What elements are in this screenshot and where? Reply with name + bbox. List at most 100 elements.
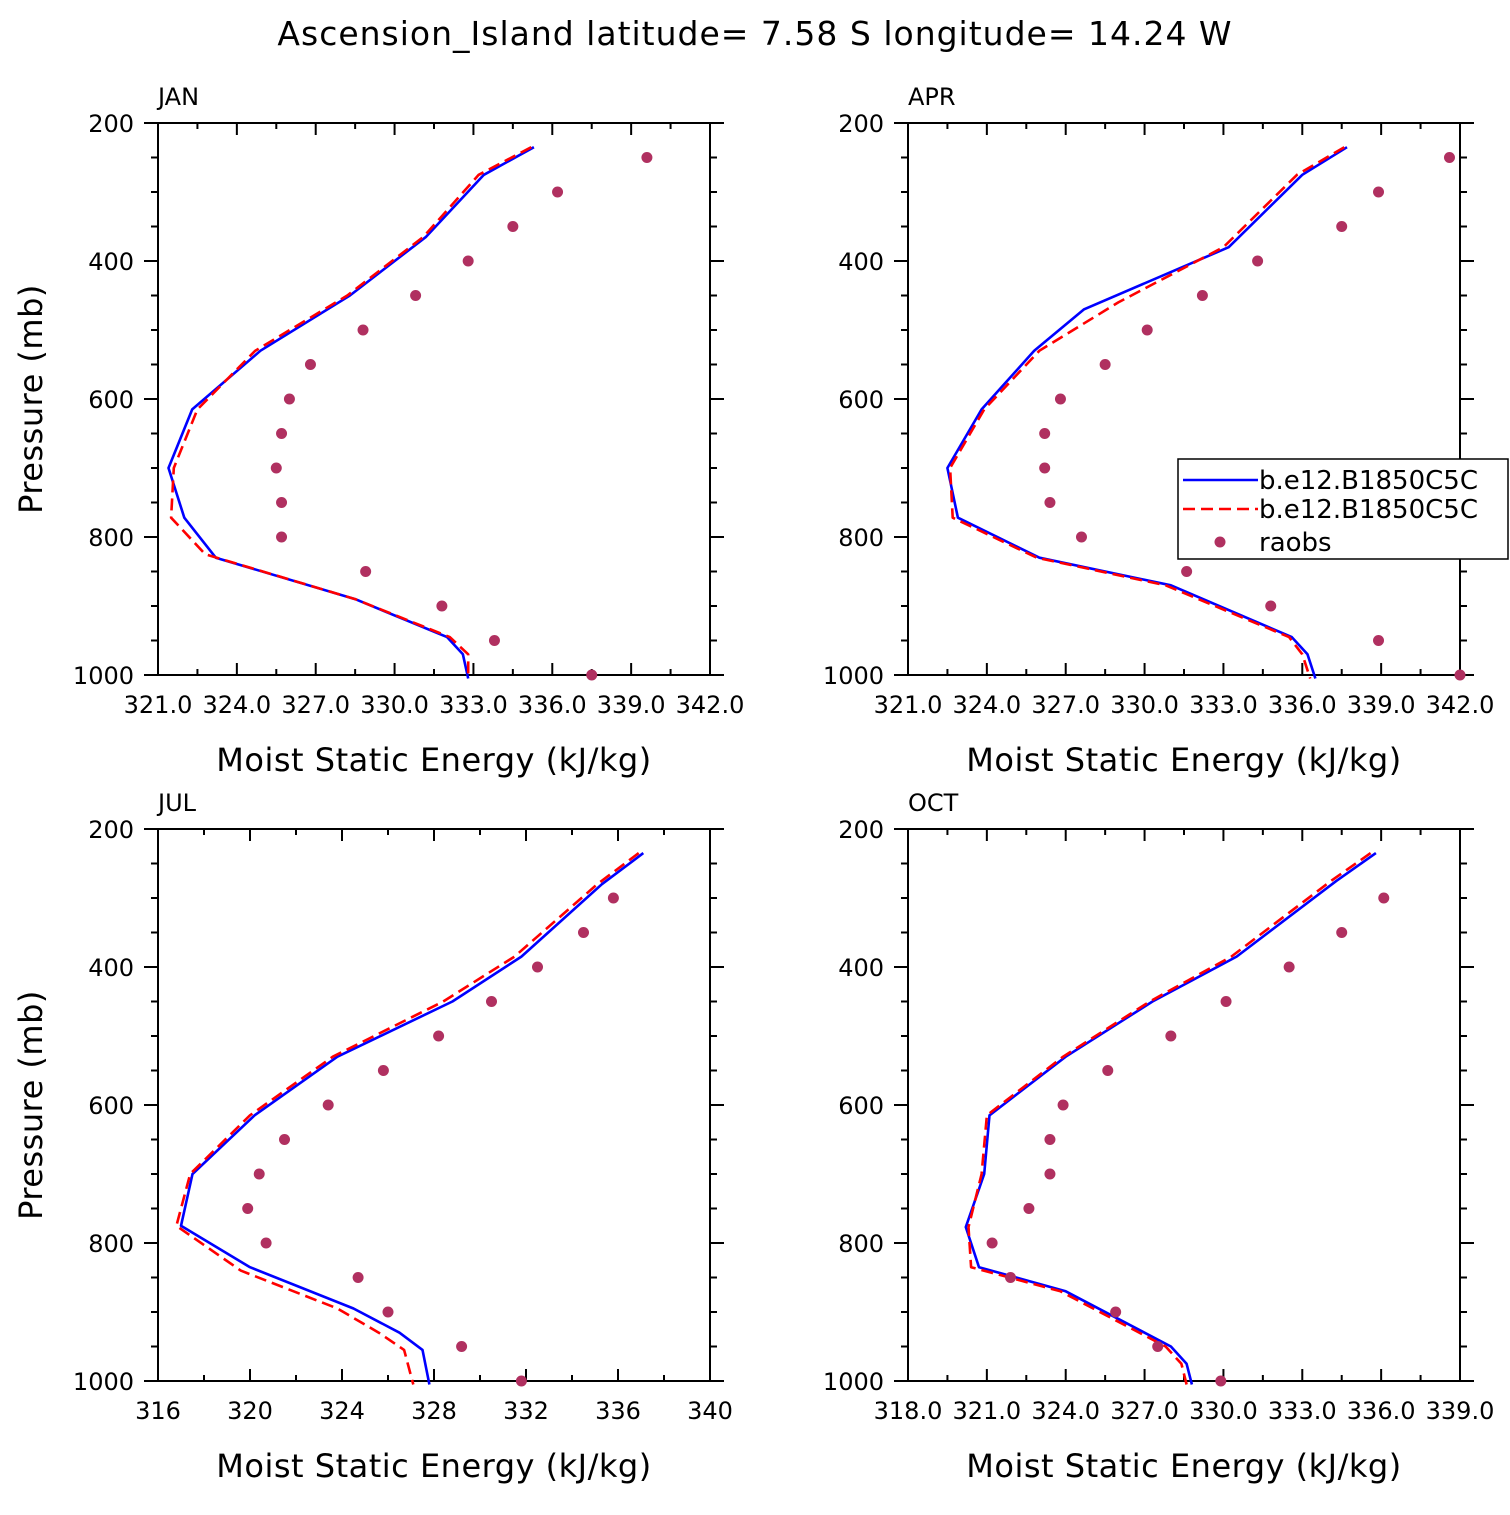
raobs-point <box>304 359 316 370</box>
x-tick-label: 330.0 <box>1189 1397 1258 1425</box>
raobs-point <box>357 324 369 336</box>
x-tick-label: 328 <box>411 1397 457 1425</box>
raobs-point <box>279 1134 290 1145</box>
raobs-point <box>462 255 474 267</box>
panel-apr: APR 321.0 324.0 327.0 330.0 333.0 336.0 339.0 34… <box>823 83 1494 779</box>
x-tick-label: 342.0 <box>676 691 745 719</box>
raobs-point <box>1152 1341 1164 1352</box>
x-tick-label: 336.0 <box>1268 691 1337 719</box>
y-tick-label: 400 <box>88 248 134 276</box>
raobs-point <box>360 566 372 577</box>
raobs-point <box>1023 1203 1035 1214</box>
raobs-point <box>1454 669 1466 681</box>
y-tick-label: 200 <box>88 110 134 138</box>
y-tick-label: 200 <box>838 110 884 138</box>
x-axis-label: Moist Static Energy (kJ/kg) <box>966 1447 1401 1485</box>
x-tick-label: 327.0 <box>1110 1397 1179 1425</box>
raobs-point <box>1054 393 1066 405</box>
raobs-point <box>1378 892 1390 904</box>
x-tick-label: 324.0 <box>202 691 271 719</box>
raobs-point <box>410 290 422 301</box>
y-tick-label: 600 <box>838 1092 884 1120</box>
y-tick-label: 1000 <box>73 1368 134 1396</box>
y-tick-label: 600 <box>88 386 134 414</box>
series-line-solid <box>964 852 1377 1385</box>
raobs-point <box>1141 324 1153 336</box>
y-tick-label: 600 <box>88 1092 134 1120</box>
y-tick-label: 1000 <box>823 1368 884 1396</box>
raobs-point <box>1044 1168 1056 1180</box>
raobs-point <box>1215 1375 1227 1387</box>
raobs-point <box>382 1306 394 1318</box>
series-line-dashed <box>169 146 532 675</box>
y-tick-label: 800 <box>838 524 884 552</box>
x-tick-label: 332 <box>503 1397 549 1425</box>
y-tick-label: 400 <box>88 954 134 982</box>
raobs-point <box>322 1099 334 1111</box>
raobs-point <box>1336 221 1348 232</box>
x-axis-label: Moist Static Energy (kJ/kg) <box>966 741 1401 779</box>
figure-title: Ascension_Island latitude= 7.58 S longit… <box>277 14 1232 53</box>
raobs-point <box>1057 1099 1069 1111</box>
series-line-dashed <box>948 146 1345 679</box>
raobs-point <box>578 927 589 938</box>
x-tick-label: 324 <box>319 1397 365 1425</box>
raobs-point <box>1283 961 1295 973</box>
series-line-dashed <box>967 852 1372 1385</box>
raobs-point <box>352 1272 364 1283</box>
raobs-point <box>488 635 500 646</box>
raobs-point <box>456 1341 468 1352</box>
raobs-point <box>270 462 282 474</box>
x-tick-label: 321.0 <box>952 1397 1021 1425</box>
raobs-point <box>1110 1306 1122 1318</box>
y-tick-label: 400 <box>838 954 884 982</box>
x-tick-label: 327.0 <box>281 691 350 719</box>
x-tick-label: 339.0 <box>597 691 666 719</box>
plot-frame <box>157 122 711 676</box>
y-tick-label: 600 <box>838 386 884 414</box>
raobs-point <box>1075 531 1087 543</box>
raobs-point <box>1039 462 1051 474</box>
panel-jul: JUL 316 320 324 328 332 336 340 200 400 600 800 1000… <box>12 789 733 1485</box>
raobs-point <box>1196 290 1208 301</box>
y-tick-label: 800 <box>88 1230 134 1258</box>
x-tick-label: 324.0 <box>1031 1397 1100 1425</box>
x-axis-label: Moist Static Energy (kJ/kg) <box>216 741 651 779</box>
raobs-point <box>986 1237 998 1249</box>
x-tick-label: 321.0 <box>124 691 193 719</box>
legend-box <box>1177 458 1509 560</box>
raobs-point <box>1165 1030 1177 1042</box>
raobs-point <box>515 1375 527 1387</box>
x-tick-label: 330.0 <box>360 691 429 719</box>
raobs-point <box>586 669 598 681</box>
raobs-point <box>1039 428 1051 439</box>
raobs-point <box>242 1203 254 1214</box>
raobs-point <box>1181 566 1193 577</box>
raobs-point <box>1265 600 1277 612</box>
x-tick-label: 327.0 <box>1031 691 1100 719</box>
x-tick-label: 324.0 <box>952 691 1021 719</box>
raobs-point <box>276 531 288 543</box>
raobs-point <box>433 1030 445 1042</box>
x-tick-label: 340 <box>687 1397 733 1425</box>
raobs-point <box>1099 359 1111 370</box>
panel-title: JUL <box>156 789 197 817</box>
legend-marker <box>1214 536 1226 548</box>
x-tick-label: 321.0 <box>874 691 943 719</box>
panel-oct: OCT 318.0 321.0 324.0 327.0 330.0 333.0 336.0 33… <box>823 789 1494 1485</box>
raobs-point <box>507 221 519 232</box>
raobs-point <box>1373 635 1385 646</box>
raobs-point <box>486 996 497 1007</box>
x-axis-label: Moist Static Energy (kJ/kg) <box>216 1447 651 1485</box>
panel-jan: JAN 321.0 324.0 327.0 330.0 333.0 336.0 339.0 34… <box>12 83 744 779</box>
raobs-point <box>260 1237 272 1249</box>
raobs-point <box>607 892 619 904</box>
x-tick-label: 336.0 <box>518 691 587 719</box>
raobs-point <box>276 428 288 439</box>
y-tick-label: 800 <box>88 524 134 552</box>
raobs-point <box>1102 1065 1114 1076</box>
raobs-point <box>532 961 543 973</box>
series-line-solid <box>179 852 645 1385</box>
